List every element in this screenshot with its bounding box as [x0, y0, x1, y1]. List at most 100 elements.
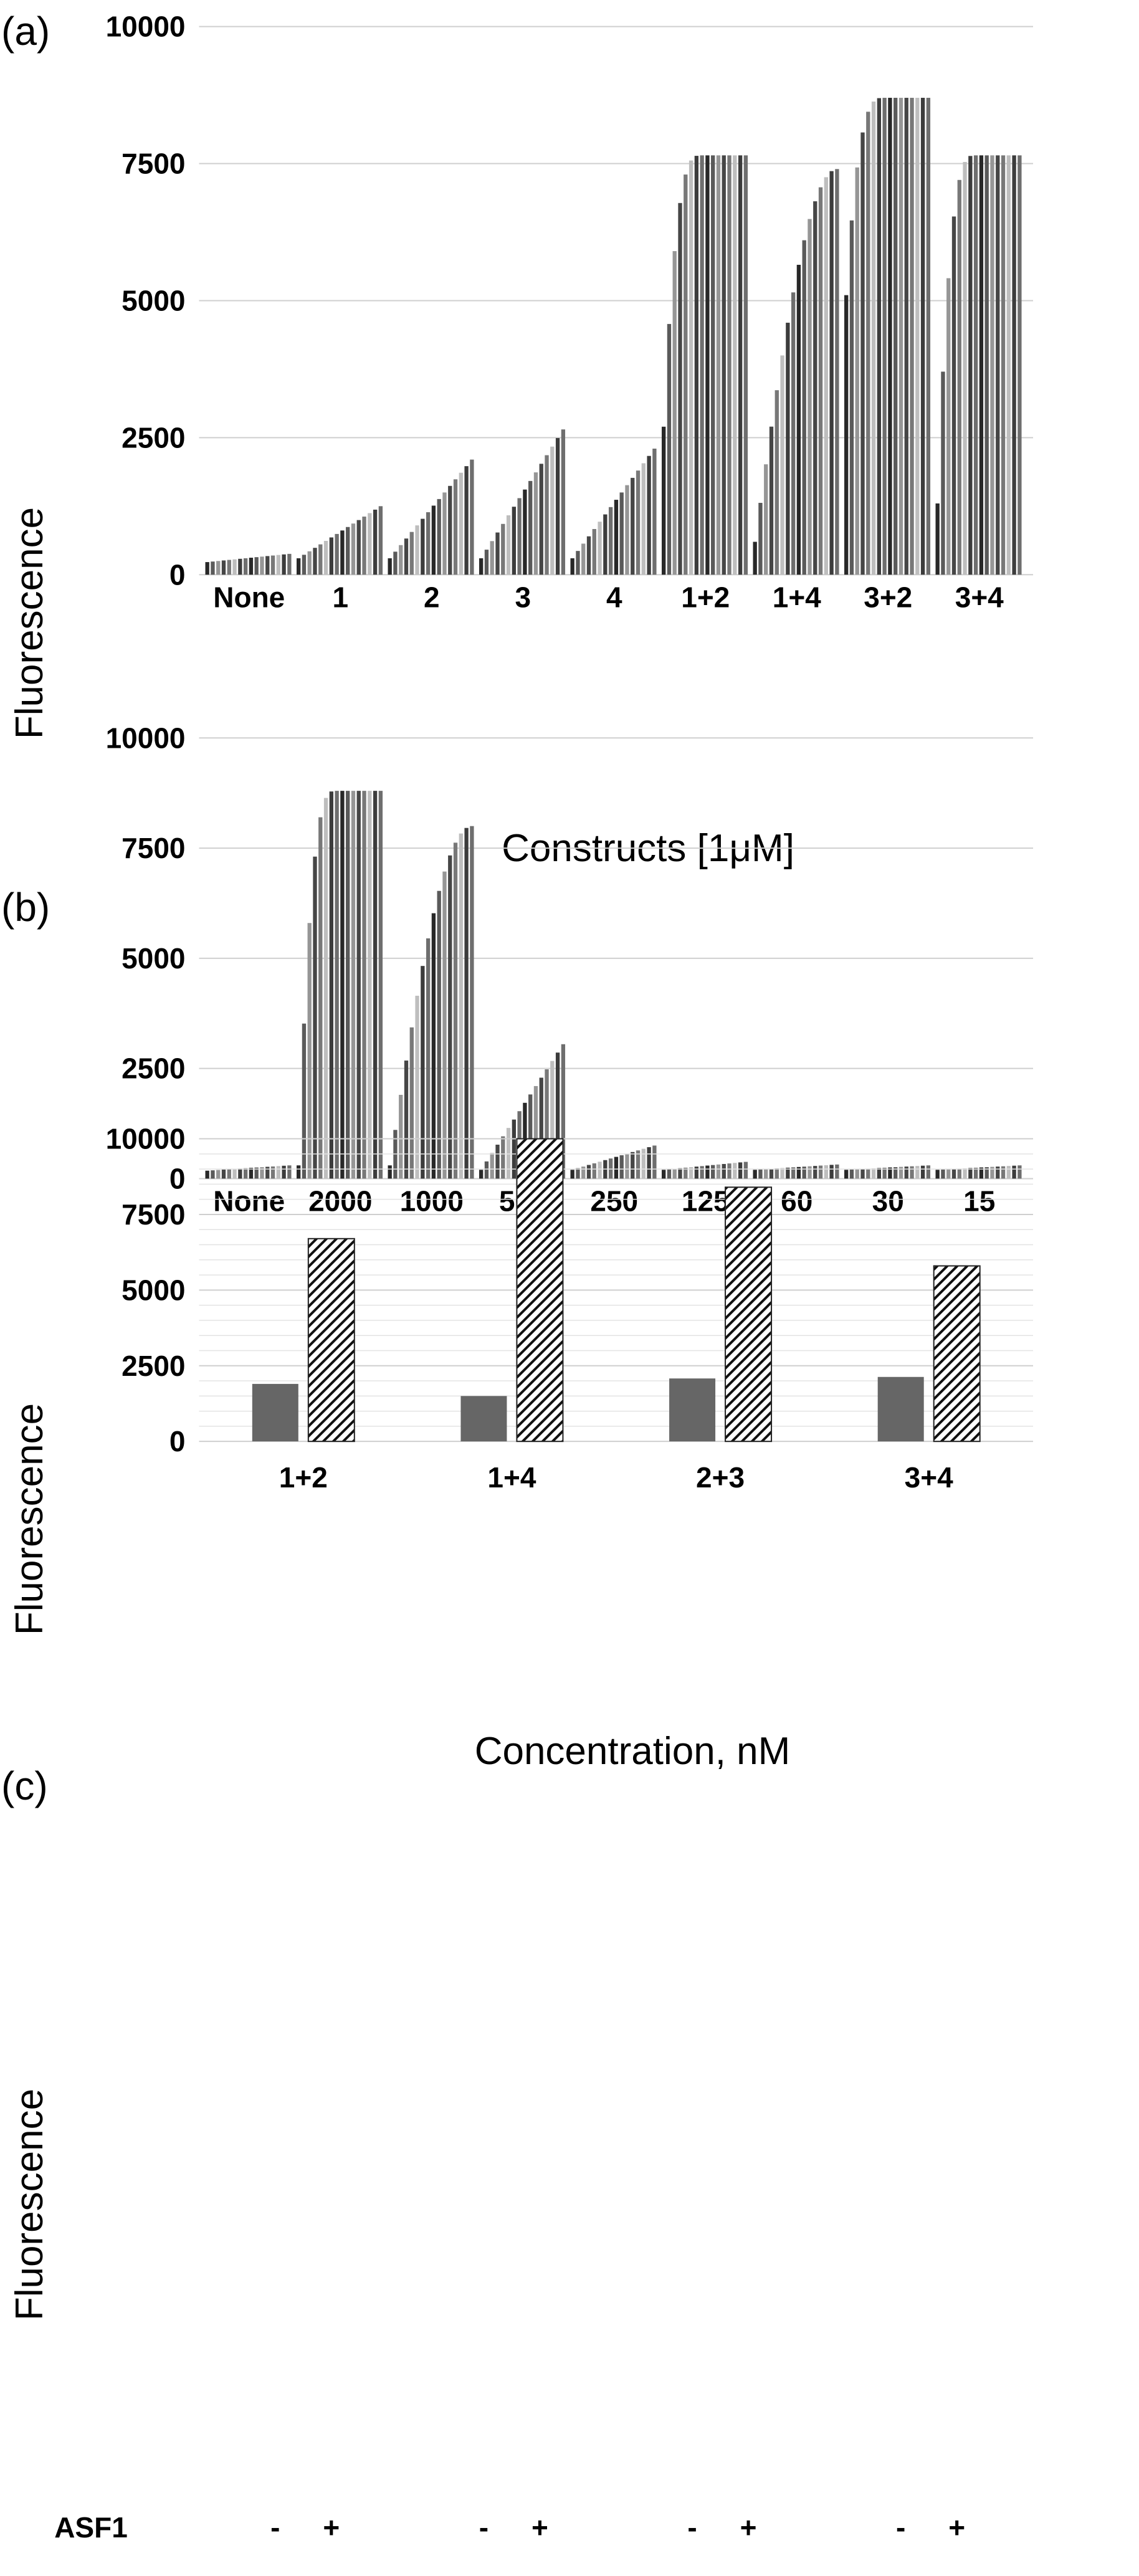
panel-c-condition-labels: - + - + - + - + [270, 2511, 965, 2544]
bar [769, 1168, 774, 1179]
bar [614, 1157, 619, 1179]
bar [904, 97, 908, 575]
x-tick-label: 30 [872, 1185, 904, 1217]
y-tick-label: 0 [169, 558, 186, 591]
bar [791, 292, 796, 575]
bar [796, 1166, 801, 1179]
bar [550, 1061, 555, 1179]
bar [318, 817, 323, 1179]
bar [448, 855, 452, 1179]
bar [506, 515, 511, 575]
bar [844, 295, 849, 575]
panel-c-y-tick-labels: 0 2500 5000 7500 10000 [106, 1123, 186, 1458]
bar [716, 1164, 721, 1179]
bar [877, 98, 882, 575]
bar [636, 1150, 641, 1179]
asf1-condition-label: - [270, 2511, 280, 2544]
bar [561, 429, 566, 575]
bar [351, 791, 356, 1179]
bar [910, 1166, 914, 1179]
bar [302, 555, 307, 575]
bar [431, 913, 436, 1179]
asf1-condition-label: + [948, 2511, 965, 2544]
bar [716, 155, 721, 575]
bar [764, 1169, 768, 1179]
bar [808, 219, 812, 575]
asf1-condition-label: + [323, 2511, 340, 2544]
x-tick-label: 3+2 [864, 581, 912, 613]
x-tick-label: 1 [332, 581, 348, 613]
bar [647, 1147, 651, 1179]
bar [276, 555, 280, 575]
bar [276, 1166, 280, 1179]
bar [877, 1376, 924, 1442]
panel-c-x-tick-labels: 1+2 1+4 2+3 3+4 [279, 1461, 953, 1494]
bar [780, 1168, 784, 1179]
bar [260, 556, 264, 575]
bar [725, 1186, 773, 1443]
bar [631, 1152, 635, 1179]
bar [297, 1165, 301, 1179]
bar [506, 1128, 511, 1179]
bar [915, 97, 920, 575]
bar [813, 201, 817, 575]
bar [849, 220, 854, 575]
bar [287, 1165, 292, 1179]
bar [802, 1166, 806, 1179]
panel-b-y-axis-label: Fluorescence [8, 1403, 51, 1635]
y-tick-label: 10000 [106, 1123, 186, 1155]
bar [672, 1168, 677, 1179]
bar [1001, 155, 1006, 575]
bar [490, 541, 494, 575]
bar [302, 1023, 307, 1179]
bar [941, 371, 945, 575]
bar [743, 1162, 748, 1179]
bar [990, 155, 994, 575]
bar [490, 1153, 494, 1179]
bar [243, 558, 248, 575]
bar [431, 505, 436, 575]
panel-a-bars [205, 97, 1022, 575]
bar [254, 1167, 259, 1179]
panel-b-label: (b) [1, 885, 50, 930]
bar [265, 556, 270, 575]
bar [378, 506, 383, 575]
bar [282, 1165, 286, 1179]
bar [249, 1168, 254, 1179]
bar [238, 1168, 242, 1179]
bar [453, 842, 458, 1179]
bar [844, 1170, 849, 1179]
bar [871, 1168, 876, 1179]
bar [399, 1095, 403, 1179]
bar [221, 1170, 226, 1179]
bar [722, 155, 726, 575]
bar [700, 155, 704, 575]
bar [539, 1077, 543, 1179]
bar [415, 525, 419, 575]
bar [951, 216, 956, 575]
bar [368, 791, 372, 1179]
bar [667, 323, 672, 575]
bar [894, 1167, 898, 1179]
bar [705, 155, 710, 575]
bar [915, 1166, 920, 1179]
bar [216, 561, 221, 575]
bar [501, 1136, 505, 1179]
y-tick-label: 0 [169, 1162, 186, 1195]
bar [829, 1165, 834, 1179]
y-tick-label: 7500 [122, 1198, 185, 1231]
bar [829, 171, 834, 575]
bar [479, 1170, 484, 1179]
bar [351, 523, 356, 575]
bar [866, 1168, 870, 1179]
bar [652, 448, 657, 575]
bar [769, 426, 774, 575]
bar [700, 1166, 704, 1179]
bar [631, 477, 635, 575]
bar [442, 492, 447, 575]
bar [388, 558, 392, 575]
bar [545, 1069, 549, 1179]
bar [581, 1166, 586, 1179]
bar [216, 1170, 221, 1179]
bar [550, 446, 555, 575]
